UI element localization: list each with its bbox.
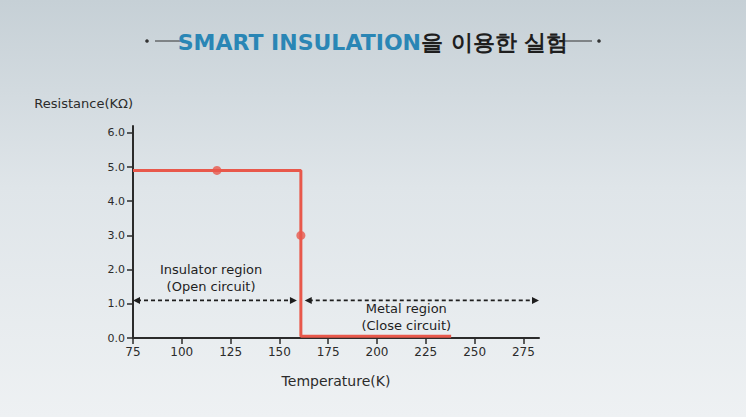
svg-text:250: 250 xyxy=(463,345,486,359)
svg-text:Metal region: Metal region xyxy=(366,301,447,316)
svg-text:4.0: 4.0 xyxy=(108,195,126,208)
svg-text:150: 150 xyxy=(268,345,291,359)
svg-text:3.0: 3.0 xyxy=(108,229,126,242)
svg-text:Resistance(KΩ): Resistance(KΩ) xyxy=(34,96,133,111)
svg-text:2.0: 2.0 xyxy=(108,263,126,276)
svg-text:(Close circuit): (Close circuit) xyxy=(361,318,451,333)
svg-text:100: 100 xyxy=(170,345,193,359)
svg-text:(Open circuit): (Open circuit) xyxy=(167,279,256,294)
svg-text:275: 275 xyxy=(512,345,535,359)
svg-text:175: 175 xyxy=(317,345,340,359)
svg-text:200: 200 xyxy=(366,345,389,359)
svg-text:을 이용한 실험: 을 이용한 실험 xyxy=(421,30,568,55)
svg-text:1.0: 1.0 xyxy=(108,297,126,310)
svg-text:125: 125 xyxy=(219,345,242,359)
svg-text:6.0: 6.0 xyxy=(108,126,126,139)
svg-text:Temperature(K): Temperature(K) xyxy=(281,373,391,389)
svg-text:75: 75 xyxy=(125,345,140,359)
svg-text:0.0: 0.0 xyxy=(108,332,126,345)
svg-text:Insulator region: Insulator region xyxy=(160,262,262,277)
svg-text:SMART INSULATION: SMART INSULATION xyxy=(178,30,421,55)
svg-text:5.0: 5.0 xyxy=(108,161,126,174)
svg-text:225: 225 xyxy=(414,345,437,359)
